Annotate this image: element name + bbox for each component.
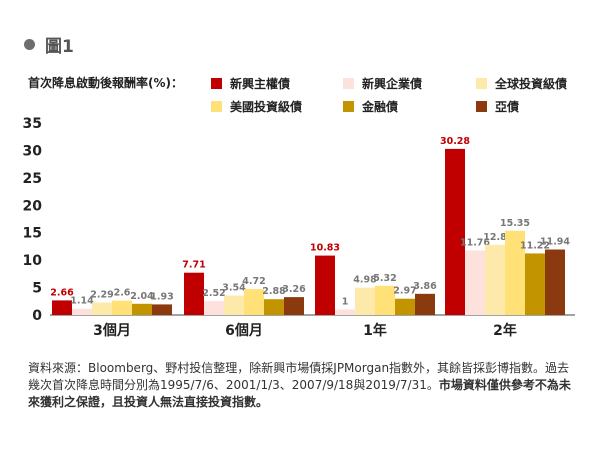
legend-label: 亞債 [495,100,520,114]
bar [505,230,525,315]
bar [132,303,152,315]
bar [112,300,132,315]
bar [335,309,355,315]
legend-label: 全球投資級債 [495,77,568,91]
y-tick-label: 5 [32,281,42,297]
data-label: 30.28 [440,136,470,147]
legend-swatch [211,78,222,89]
data-label: 2.66 [50,287,74,298]
legend-item: 金融債 [343,98,398,115]
bar [224,295,244,315]
legend-label: 美國投資級債 [230,100,303,114]
y-tick-label: 10 [23,253,43,269]
x-category-label: 2年 [493,322,517,339]
data-label: 3.86 [413,281,437,292]
legend-swatch [211,101,222,112]
data-label: 4.98 [353,275,377,286]
bullet-dot-icon [24,39,35,50]
bar [244,289,264,315]
bar [184,272,204,315]
bar [445,148,465,315]
data-label: 5.32 [373,273,396,284]
data-label: 2.97 [393,286,416,297]
x-category-label: 1年 [363,322,387,339]
bar [92,302,112,315]
y-tick-label: 35 [23,116,42,132]
data-label: 1 [342,297,349,308]
data-label: 12.8 [483,232,507,243]
y-tick-label: 25 [23,171,42,187]
source-note: 資料來源：Bloomberg、野村投信整理，除新興市場債採JPMorgan指數外… [28,360,576,411]
bar [485,244,505,315]
bar [355,287,375,315]
legend-item: 新興主權債 [211,75,290,92]
bar [72,308,92,315]
bar [315,255,335,315]
legend-item: 亞債 [476,98,519,115]
legend-swatch [476,101,487,112]
data-label: 11.94 [540,237,570,248]
legend-swatch [476,78,487,89]
bar [545,249,565,315]
x-category-label: 3個月 [93,322,131,339]
data-label: 10.83 [310,243,340,254]
data-label: 2.88 [262,286,286,297]
bar [395,298,415,315]
legend-item: 全球投資級債 [476,75,567,92]
y-tick-label: 0 [32,308,42,324]
bar [284,297,304,315]
legend-label: 金融債 [362,100,399,114]
data-label: 2.6 [114,288,131,299]
bar [465,250,485,315]
figure-title: 圖1 [45,37,74,57]
bar [525,253,545,315]
data-label: 3.26 [282,284,306,295]
legend-swatch [343,78,354,89]
legend-swatch [343,101,354,112]
x-category-label: 6個月 [225,322,263,339]
data-label: 1.14 [70,296,94,307]
data-label: 2.29 [90,289,113,300]
bar-chart: 0 5 10 15 20 25 30 35 2.661.142.29 2.6 2.041.93 3個月… [23,116,575,339]
bar [52,300,72,315]
data-label: 11.22 [520,240,550,251]
bar [264,299,284,315]
bar [204,301,224,315]
data-label: 11.76 [460,237,490,248]
disclaimer-text: 市場資料僅供參考不為未來獲利之保證，且投資人無法直接投資指數。 [28,378,571,409]
legend-label: 新興企業債 [362,77,423,91]
legend-label: 新興主權債 [230,77,291,91]
source-text: 資料來源：Bloomberg、野村投信整理，除新興市場債採JPMorgan指數外… [28,361,570,392]
y-tick-label: 20 [23,198,43,214]
figure-header: 圖1 [24,32,74,57]
data-label: 1.93 [150,291,173,302]
data-label: 4.72 [242,276,265,287]
data-label: 7.71 [182,260,205,271]
y-tick-label: 30 [23,143,43,159]
data-label: 3.54 [222,283,246,294]
y-tick-label: 15 [23,226,42,242]
bar [152,304,172,315]
data-label: 15.35 [500,218,530,229]
data-label: 2.04 [130,291,154,302]
bar [415,293,435,315]
y-axis-title: 首次降息啟動後報酬率(%)： [28,76,183,90]
bar [375,285,395,315]
legend-item: 美國投資級債 [211,98,302,115]
data-label: 2.52 [202,288,225,299]
legend-item: 新興企業債 [343,75,422,92]
